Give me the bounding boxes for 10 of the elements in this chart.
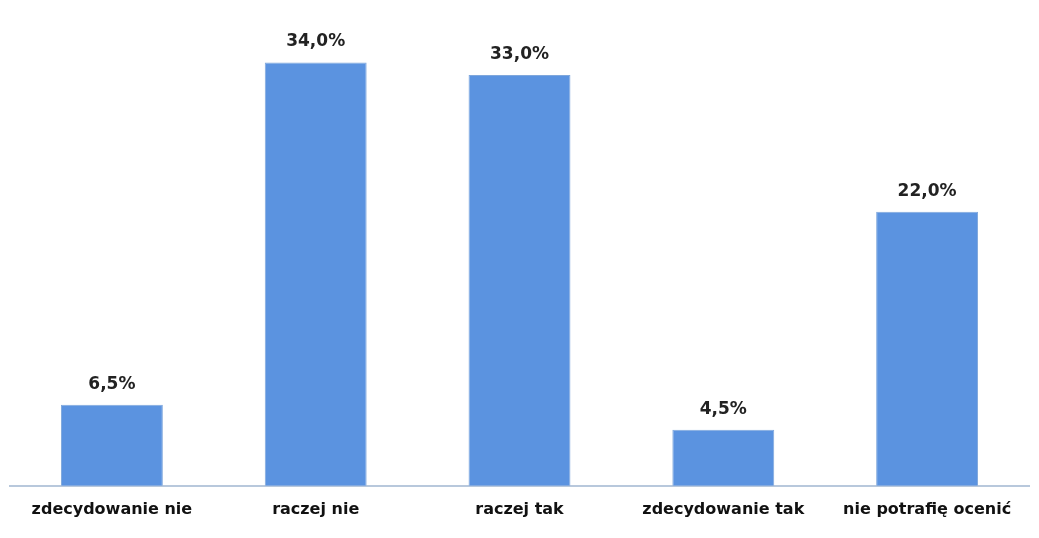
data-label: 34,0% bbox=[286, 30, 346, 51]
x-tick-label: raczej nie bbox=[272, 498, 360, 518]
data-label: 33,0% bbox=[490, 42, 549, 63]
data-label: 22,0% bbox=[897, 179, 957, 200]
x-tick-label: zdecydowanie tak bbox=[642, 498, 805, 518]
data-label: 4,5% bbox=[699, 397, 747, 418]
x-tick-label: nie potrafię ocenić bbox=[843, 498, 1012, 518]
x-tick-label: raczej tak bbox=[475, 498, 565, 518]
x-tick-label: zdecydowanie nie bbox=[31, 498, 193, 518]
data-label: 6,5% bbox=[88, 372, 136, 393]
